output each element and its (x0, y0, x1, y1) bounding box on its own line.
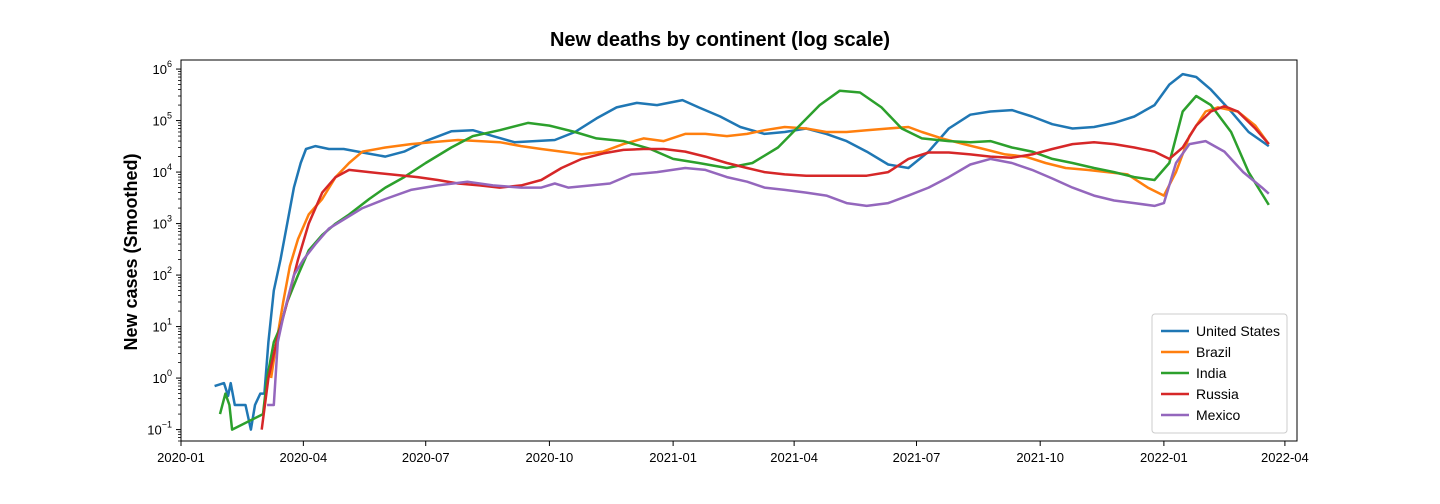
plot-area (214, 72, 1270, 431)
y-tick-label: 102 (153, 265, 172, 283)
legend-label: United States (1196, 323, 1280, 339)
x-tick-label: 2022-01 (1140, 450, 1188, 465)
x-tick-label: 2022-04 (1261, 450, 1309, 465)
legend-box (1151, 313, 1288, 434)
y-tick-label: 103 (153, 214, 172, 232)
y-axis-label: New cases (Smoothed) (121, 153, 141, 350)
series-line-united-states (214, 72, 1270, 431)
chart-title: New deaths by continent (log scale) (550, 29, 890, 51)
y-tick-label: 100 (153, 368, 172, 386)
y-axis: 10−1 100 101 102 103 104 105 106 (147, 59, 181, 442)
x-tick-label: 2021-01 (649, 450, 697, 465)
x-tick-label: 2020-04 (279, 450, 327, 465)
y-tick-label: 104 (153, 162, 172, 180)
x-tick-label: 2020-07 (402, 450, 450, 465)
x-tick-label: 2021-07 (893, 450, 941, 465)
legend: United States Brazil India Russia Mexico (1151, 313, 1288, 434)
legend-label: India (1196, 365, 1227, 381)
series-line-russia (260, 104, 1270, 430)
y-tick-label: 101 (153, 317, 172, 335)
legend-label: Mexico (1196, 407, 1241, 423)
x-tick-label: 2021-10 (1016, 450, 1064, 465)
legend-label: Russia (1196, 386, 1239, 402)
series-line-india (218, 89, 1270, 431)
y-tick-label: 10−1 (147, 420, 172, 438)
y-tick-label: 105 (153, 111, 172, 129)
x-tick-label: 2021-04 (770, 450, 818, 465)
x-axis: 2020-01 2020-04 2020-07 2020-10 2021-01 2021-… (157, 441, 1309, 465)
series-line-mexico (267, 139, 1270, 407)
y-tick-label: 106 (153, 59, 172, 77)
legend-label: Brazil (1196, 344, 1231, 360)
x-tick-label: 2020-01 (157, 450, 205, 465)
x-tick-label: 2020-10 (526, 450, 574, 465)
